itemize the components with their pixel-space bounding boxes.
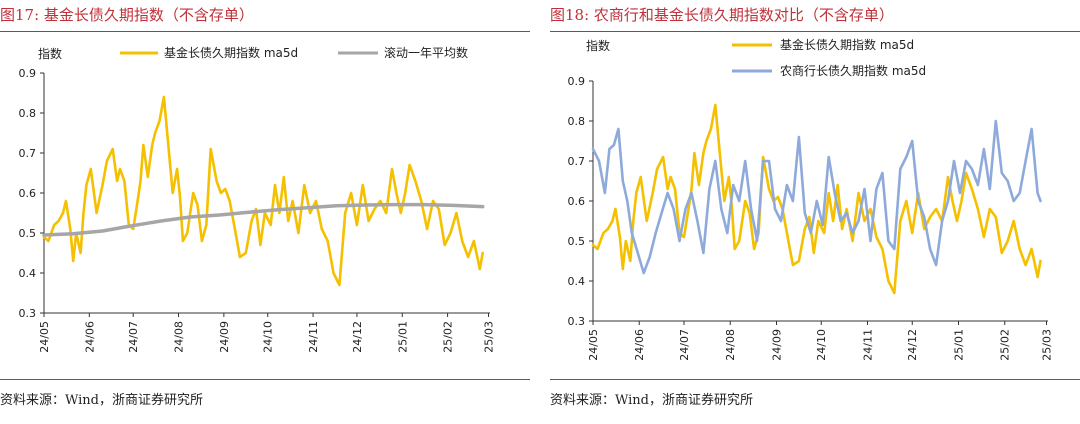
figure-18-bottom-rule: [550, 379, 1080, 380]
series-lines: [42, 95, 485, 287]
y-tick-label: 0.9: [568, 75, 586, 88]
x-tick-label: 24/10: [262, 321, 275, 353]
figure-17-top-rule: [0, 31, 530, 32]
x-tick-label: 24/08: [724, 329, 737, 361]
x-tick-label: 25/03: [1041, 329, 1054, 361]
figure-18-top-rule: [550, 31, 1080, 32]
x-tick-label: 24/11: [307, 321, 320, 353]
x-tick-label: 25/02: [999, 329, 1012, 361]
x-tick-label: 24/05: [587, 329, 600, 361]
y-tick-label: 0.9: [19, 67, 37, 80]
y-tick-label: 0.4: [568, 275, 586, 288]
x-tick-labels: 24/05 24/06 24/07 24/08 24/09 24/10 24/11 24/12…: [38, 321, 496, 353]
legend-label-rural: 农商行长债久期指数 ma5d: [780, 63, 926, 78]
figure-17-bottom-rule: [0, 379, 530, 380]
x-tick-label: 24/12: [906, 329, 919, 361]
figure-18-source: 资料来源：Wind，浙商证券研究所: [550, 393, 753, 408]
y-tick-label: 0.6: [568, 195, 586, 208]
x-tick-label: 25/02: [442, 321, 455, 353]
y-tick-label: 0.3: [19, 307, 37, 320]
x-tick-label: 24/09: [770, 329, 783, 361]
x-tick-label: 24/11: [861, 329, 874, 361]
x-tick-label: 25/03: [483, 321, 496, 353]
x-tick-label: 24/07: [127, 321, 140, 353]
x-tick-label: 24/12: [351, 321, 364, 353]
y-tick-label: 0.8: [568, 115, 586, 128]
x-tick-label: 24/07: [678, 329, 691, 361]
x-tick-label: 24/06: [633, 329, 646, 361]
x-tick-labels: 24/05 24/06 24/07 24/08 24/09 24/10 24/11 24/12…: [587, 329, 1054, 361]
x-tick-label: 24/08: [173, 321, 186, 353]
x-tick-label: 24/05: [38, 321, 51, 353]
y-tick-label: 0.4: [19, 267, 37, 280]
legend-label-fund: 基金长债久期指数 ma5d: [780, 37, 914, 52]
y-axis-label: 指数: [38, 46, 62, 61]
x-tick-label: 25/01: [952, 329, 965, 361]
y-tick-labels: 0.3 0.4 0.5 0.6 0.7 0.8 0.9: [568, 75, 586, 328]
series-line-0: [591, 103, 1042, 295]
y-tick-label: 0.7: [19, 147, 37, 160]
figure-17-chart: 0.30.40.50.60.70.80.9 24/05 24/06 24/07 24/…: [19, 45, 496, 353]
x-tick-label: 24/09: [218, 321, 231, 353]
legend: 基金长债久期指数 ma5d 农商行长债久期指数 ma5d: [732, 37, 926, 78]
x-tick-label: 25/01: [396, 321, 409, 353]
figure-18-chart: 0.30.40.50.60.70.80.9 24/05 24/06 24/07 24/…: [568, 37, 1054, 361]
figure-17-source: 资料来源：Wind，浙商证券研究所: [0, 393, 203, 408]
axes: [589, 80, 1048, 325]
series-line-1: [42, 202, 485, 237]
series-lines: [591, 103, 1042, 295]
series-line-0: [42, 95, 485, 287]
y-axis-label: 指数: [586, 38, 610, 53]
figure-18-title: 图18: 农商行和基金长债久期指数对比（不含存单）: [550, 6, 894, 24]
x-tick-label: 24/10: [815, 329, 828, 361]
series-line-1: [591, 119, 1042, 275]
axes: [40, 72, 490, 317]
figure-17-title: 图17: 基金长债久期指数（不含存单）: [0, 6, 254, 24]
figure-17-panel: 图17: 基金长债久期指数（不含存单） 0.3 0.4 0.5 0.6 0.7 0.8 0.…: [0, 0, 530, 424]
legend: 基金长债久期指数 ma5d 滚动一年平均数: [120, 45, 468, 60]
y-tick-label: 0.5: [568, 235, 586, 248]
legend-label-fund: 基金长债久期指数 ma5d: [164, 45, 298, 60]
y-tick-label: 0.8: [19, 107, 37, 120]
legend-label-rolling: 滚动一年平均数: [384, 45, 468, 60]
y-tick-label: 0.6: [19, 187, 37, 200]
y-tick-label: 0.7: [568, 155, 586, 168]
y-tick-label: 0.5: [19, 227, 37, 240]
figure-18-panel: 图18: 农商行和基金长债久期指数对比（不含存单） 0.3 0.4 0.5 0.6 0.…: [550, 0, 1080, 424]
x-tick-label: 24/06: [83, 321, 96, 353]
y-tick-label: 0.3: [568, 315, 586, 328]
y-tick-labels: 0.3 0.4 0.5 0.6 0.7 0.8 0.9: [19, 67, 37, 320]
